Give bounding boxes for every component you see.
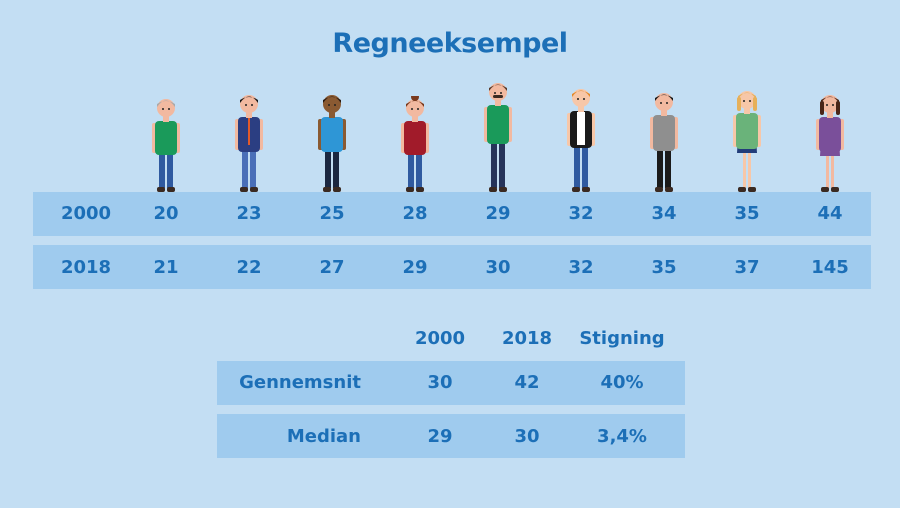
age-cell: 145 [811,257,849,278]
summary-cell: 3,4% [597,426,647,447]
age-cell: 35 [734,203,760,224]
age-cell: 22 [236,257,262,278]
age-cell: 30 [485,257,511,278]
summary-cell: 30 [514,426,540,447]
summary-cell: 29 [427,426,453,447]
year-label: 2000 [60,203,112,224]
summary-cell: 30 [427,372,453,393]
summary-header: Stigning [579,328,665,349]
summary-header: 2018 [501,328,553,349]
age-cell: 29 [485,203,511,224]
woman-purple-dress-icon [816,95,844,192]
age-cell: 29 [402,257,428,278]
man-blue-shirt-icon [318,95,346,192]
older-man-green-jacket-icon [484,83,512,192]
girl-red-shirt-icon [401,96,429,192]
age-cell: 32 [568,257,594,278]
elderly-woman-icon [152,99,180,192]
blonde-woman-icon [733,91,761,192]
man-grey-shirt-icon [650,93,678,192]
summary-row-label: Gennemsnit [239,372,361,393]
summary-row-band [217,414,685,458]
year-label: 2018 [60,257,112,278]
row-2000-band [33,192,871,236]
age-cell: 23 [236,203,262,224]
row-2018-band [33,245,871,289]
age-cell: 37 [734,257,760,278]
man-in-suit-icon [235,95,263,192]
age-cell: 28 [402,203,428,224]
age-cell: 44 [817,203,843,224]
summary-cell: 40% [600,372,644,393]
summary-row-label: Median [286,426,361,447]
summary-row-band [217,361,685,405]
age-cell: 32 [568,203,594,224]
age-cell: 27 [319,257,345,278]
redhead-man-black-jacket-icon [567,89,595,192]
age-cell: 21 [153,257,179,278]
age-cell: 34 [651,203,677,224]
age-cell: 25 [319,203,345,224]
page-title: Regneeksempel [332,28,568,59]
age-cell: 20 [153,203,179,224]
summary-header: 2000 [414,328,466,349]
age-cell: 35 [651,257,677,278]
summary-cell: 42 [514,372,540,393]
